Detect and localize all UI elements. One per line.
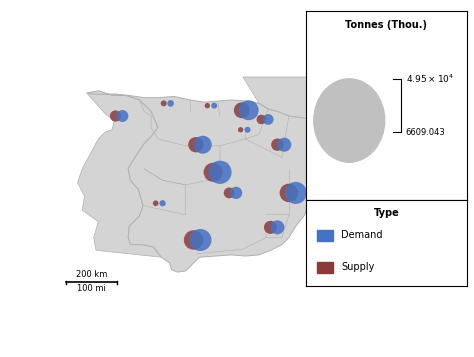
Circle shape (337, 132, 362, 162)
Circle shape (204, 163, 223, 182)
Circle shape (271, 139, 283, 151)
Circle shape (359, 186, 368, 195)
Circle shape (285, 182, 307, 204)
Circle shape (329, 115, 369, 162)
Bar (317, 230, 333, 241)
Circle shape (256, 115, 266, 124)
Circle shape (238, 127, 243, 132)
Circle shape (159, 200, 166, 206)
Circle shape (263, 114, 273, 125)
Circle shape (245, 127, 251, 133)
Circle shape (167, 100, 174, 107)
Polygon shape (78, 93, 162, 257)
Circle shape (161, 100, 167, 106)
Text: $4.95\times10^4$: $4.95\times10^4$ (406, 72, 454, 85)
Circle shape (184, 230, 203, 250)
Text: 100 mi: 100 mi (77, 283, 106, 293)
Circle shape (234, 102, 250, 118)
Text: 200 km: 200 km (76, 270, 107, 279)
Circle shape (359, 182, 375, 198)
Circle shape (264, 221, 277, 234)
Circle shape (327, 130, 352, 155)
Circle shape (153, 200, 158, 206)
Circle shape (277, 138, 292, 152)
Circle shape (117, 110, 128, 122)
Circle shape (239, 100, 259, 120)
Polygon shape (87, 91, 376, 272)
Circle shape (110, 110, 121, 122)
Circle shape (205, 103, 210, 109)
Polygon shape (243, 77, 376, 137)
Text: Type: Type (374, 208, 399, 218)
Text: Tonnes (Thou.): Tonnes (Thou.) (346, 20, 427, 30)
Circle shape (323, 100, 375, 162)
Circle shape (314, 79, 385, 162)
Text: Demand: Demand (341, 230, 383, 240)
Bar (317, 262, 333, 273)
Text: 6609.043: 6609.043 (406, 127, 446, 137)
Circle shape (224, 187, 235, 198)
Circle shape (280, 183, 298, 202)
Text: Supply: Supply (341, 262, 374, 272)
Circle shape (194, 136, 212, 154)
Circle shape (188, 137, 203, 152)
Circle shape (209, 161, 232, 184)
Circle shape (211, 103, 217, 109)
Circle shape (365, 185, 376, 196)
Circle shape (331, 127, 361, 157)
Circle shape (270, 220, 284, 235)
Circle shape (230, 187, 242, 199)
Circle shape (190, 229, 211, 251)
